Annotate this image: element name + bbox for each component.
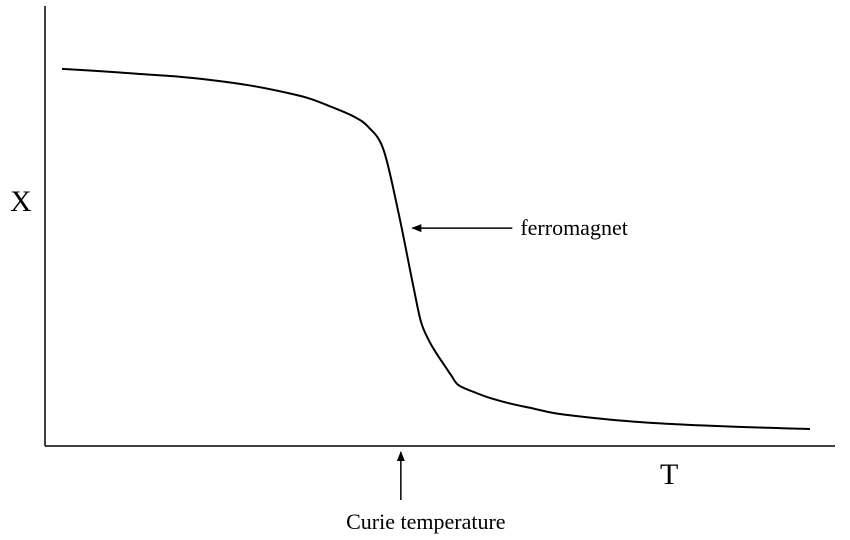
ferromagnet-curve <box>61 67 811 430</box>
y-axis-label: X <box>10 185 32 218</box>
x-axis-label: T <box>660 458 678 491</box>
curie-temperature-label: Curie temperature <box>346 509 505 534</box>
ferromagnet-label: ferromagnet <box>520 215 628 240</box>
